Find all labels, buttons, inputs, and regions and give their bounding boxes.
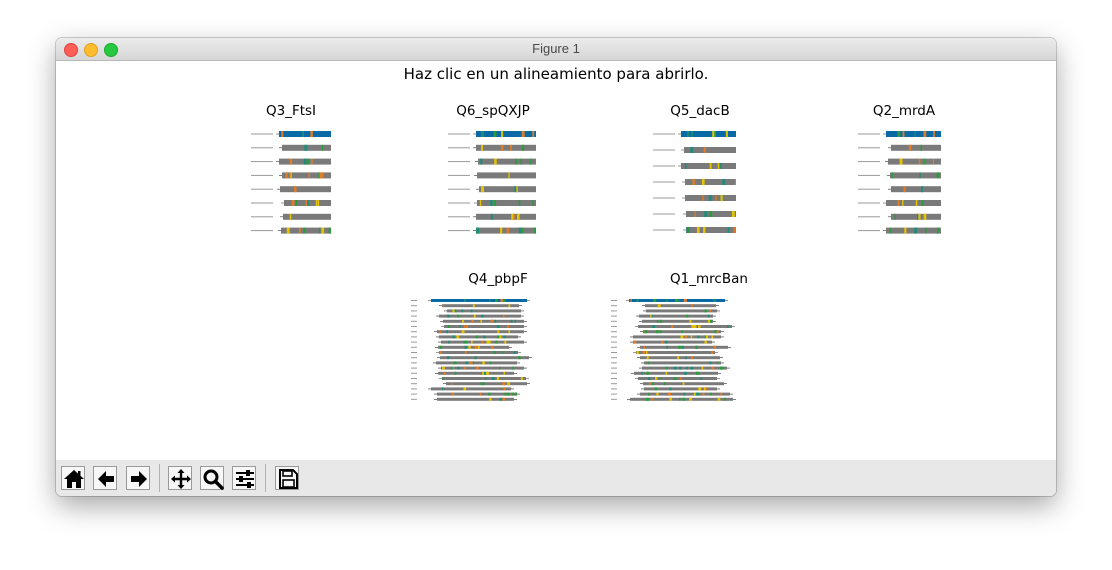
alignment-panel-q1-mrcban[interactable] xyxy=(611,295,736,407)
zoom-icon xyxy=(203,469,224,490)
toolbar-separator xyxy=(265,464,266,492)
alignment-panel-q6-spqxjp[interactable] xyxy=(391,127,536,243)
move-icon xyxy=(171,469,191,489)
configure-subplots-button[interactable] xyxy=(232,466,256,490)
panel-title-q6-spqxjp: Q6_spQXJP xyxy=(456,103,530,119)
home-icon xyxy=(64,470,84,488)
title-bar: Figure 1 xyxy=(56,38,1056,61)
maximize-window-button[interactable] xyxy=(104,43,118,57)
alignment-rows xyxy=(448,131,536,234)
window-title: Figure 1 xyxy=(532,41,580,56)
pan-button[interactable] xyxy=(168,466,192,490)
alignment-rows xyxy=(653,131,736,233)
figure-canvas: Haz clic en un alineamiento para abrirlo… xyxy=(56,61,1056,460)
arrow-left-icon xyxy=(98,471,114,487)
sliders-icon xyxy=(236,470,254,488)
navigation-toolbar xyxy=(56,460,1056,496)
alignment-panel-q3-ftsi[interactable] xyxy=(186,127,331,243)
zoom-button[interactable] xyxy=(200,466,224,490)
forward-button[interactable] xyxy=(126,466,150,490)
alignment-rows xyxy=(411,299,532,401)
alignment-rows xyxy=(251,131,331,234)
panel-title-q4-pbpf: Q4_pbpF xyxy=(468,271,528,287)
figure-suptitle: Haz clic en un alineamiento para abrirlo… xyxy=(403,65,709,83)
panel-title-q5-dacb: Q5_dacB xyxy=(670,103,730,119)
panel-title-q3-ftsi: Q3_FtsI xyxy=(265,103,317,119)
toolbar-separator xyxy=(159,464,160,492)
save-icon xyxy=(279,469,298,489)
figure-window: Figure 1 Haz clic en un alineamiento par… xyxy=(56,38,1056,496)
arrow-right-icon xyxy=(131,471,147,487)
alignment-panel-q4-pbpf[interactable] xyxy=(411,295,536,407)
alignment-rows xyxy=(858,131,941,234)
home-button[interactable] xyxy=(61,466,85,490)
back-button[interactable] xyxy=(93,466,117,490)
save-button[interactable] xyxy=(275,466,299,490)
panel-title-q1-mrcban: Q1_mrcBan xyxy=(670,271,748,287)
close-window-button[interactable] xyxy=(64,43,78,57)
alignment-panel-q2-mrda[interactable] xyxy=(796,127,941,243)
alignment-panel-q5-dacb[interactable] xyxy=(591,127,736,243)
minimize-window-button[interactable] xyxy=(84,43,98,57)
alignment-rows xyxy=(611,299,736,401)
panel-title-q2-mrda: Q2_mrdA xyxy=(872,103,936,119)
